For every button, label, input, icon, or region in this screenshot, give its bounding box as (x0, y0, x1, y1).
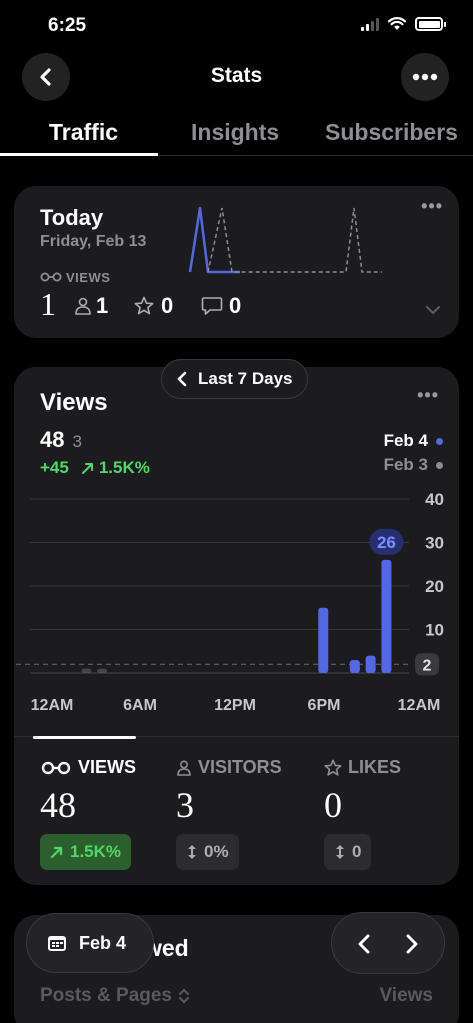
date-range-button[interactable]: Last 7 Days (161, 359, 308, 399)
chart-bar (318, 607, 329, 673)
metric-views[interactable]: VIEWS 48 1.5K% (40, 757, 136, 870)
wifi-icon (388, 17, 406, 30)
today-likes-value: 0 (161, 293, 174, 318)
chart-bar (349, 659, 360, 673)
up-down-arrows-icon (188, 845, 196, 859)
views-icon (41, 761, 71, 774)
views-change: +45 1.5K% (40, 458, 150, 478)
metric-views-badge: 1.5K% (40, 834, 132, 870)
period-navigator (331, 912, 445, 974)
today-visitors-value: 1 (96, 293, 109, 318)
legend-current: Feb 4 (384, 431, 443, 451)
metric-visitors[interactable]: VISITORS 3 0% (176, 757, 282, 870)
chart-tabs-divider (14, 736, 459, 737)
next-period-button[interactable] (392, 925, 432, 963)
chart-legend: Feb 4 Feb 3 (384, 431, 443, 475)
legend-current-dot (436, 437, 443, 445)
metrics-row: VIEWS 48 1.5K% VISITORS 3 (40, 757, 460, 870)
legend-previous-dot (436, 461, 443, 469)
today-sparkline (188, 206, 382, 274)
chevron-right-icon (406, 934, 418, 954)
person-icon (75, 297, 91, 315)
x-tick-label: 6AM (123, 697, 157, 713)
views-total: 48 (40, 427, 65, 452)
views-chart: 40 30 20 10 2 26 12AM 6AM 12PM 6PM 12AM (16, 490, 444, 713)
today-views-value: 1 (40, 286, 56, 322)
today-more-icon[interactable]: ••• (421, 196, 443, 216)
tab-subscribers[interactable]: Subscribers (325, 119, 458, 145)
views-more-icon[interactable]: ••• (417, 385, 439, 405)
reference-label: 2 (423, 657, 432, 674)
person-icon (177, 759, 191, 776)
metric-visitors-value: 3 (176, 785, 194, 825)
chevron-left-icon (177, 371, 187, 387)
y-tick-label: 20 (425, 577, 444, 596)
reference-badge (415, 653, 439, 676)
today-views-label: VIEWS (66, 270, 111, 285)
back-button[interactable] (22, 53, 70, 101)
active-tab-indicator (0, 153, 158, 156)
tab-traffic[interactable]: Traffic (49, 119, 119, 145)
today-comments-value: 0 (229, 293, 242, 318)
chevron-left-icon (358, 934, 370, 954)
sort-chevrons-icon (179, 989, 189, 1003)
metric-likes-badge: 0 (324, 834, 372, 870)
views-delta-pct: 1.5K% (98, 458, 150, 477)
arrow-up-right-icon (81, 463, 93, 474)
chart-bar (81, 668, 92, 673)
chart-bar (365, 655, 376, 673)
arrow-up-right-icon (50, 846, 63, 859)
y-tick-label: 40 (425, 490, 444, 509)
up-down-arrows-icon (336, 845, 344, 859)
metric-active-indicator (33, 736, 136, 739)
x-tick-label: 12PM (214, 697, 256, 713)
y-tick-label: 30 (425, 534, 444, 553)
date-chip[interactable]: Feb 4 (26, 913, 154, 973)
more-options-button[interactable] (401, 53, 449, 101)
comment-icon (201, 297, 223, 315)
today-title: Today (40, 205, 104, 230)
star-icon (134, 296, 154, 315)
chart-bar (97, 668, 108, 673)
x-tick-label: 12AM (398, 697, 441, 713)
ellipsis-icon (412, 73, 438, 81)
views-title: Views (40, 389, 108, 416)
views-card: Views ••• 48 3 +45 1.5K% Feb 4 Feb 3 40 3… (14, 367, 459, 885)
battery-icon (415, 17, 446, 31)
status-icons (361, 17, 446, 31)
views-previous: 3 (72, 432, 82, 451)
posts-pages-sort[interactable]: Posts & Pages (40, 985, 190, 1007)
tab-bar: Traffic Insights Subscribers (0, 112, 473, 156)
date-chip-label: Feb 4 (79, 932, 127, 953)
metric-views-value: 48 (40, 785, 76, 825)
x-tick-label: 6PM (308, 697, 341, 713)
date-range-label: Last 7 Days (198, 369, 293, 388)
today-card[interactable]: Today Friday, Feb 13 ••• VIEWS 1 1 0 0 (14, 186, 459, 338)
metric-likes[interactable]: LIKES 0 0 (324, 757, 401, 870)
metric-visitors-badge: 0% (176, 834, 239, 870)
chevron-left-icon (40, 68, 51, 86)
highlight-label: 26 (377, 533, 396, 552)
nav-bar: Stats (0, 50, 473, 104)
tab-insights[interactable]: Insights (191, 119, 280, 145)
previous-period-button[interactable] (344, 925, 384, 963)
x-tick-label: 12AM (31, 697, 74, 713)
views-delta: +45 (40, 458, 69, 477)
chevron-down-icon[interactable] (425, 305, 441, 315)
legend-previous: Feb 3 (384, 455, 443, 475)
highlight-badge (369, 528, 404, 555)
y-tick-label: 10 (425, 621, 444, 640)
views-summary: 48 3 (40, 427, 82, 453)
status-bar: 6:25 (0, 0, 473, 50)
metric-likes-value: 0 (324, 785, 342, 825)
today-date: Friday, Feb 13 (40, 233, 147, 250)
views-column-header: Views (379, 985, 433, 1006)
star-icon (324, 759, 342, 776)
page-title: Stats (210, 64, 263, 87)
views-glasses-icon (40, 272, 62, 282)
chart-bar (381, 559, 392, 673)
calendar-icon (48, 936, 66, 951)
cellular-signal-icon (361, 17, 379, 31)
status-time: 6:25 (48, 15, 87, 36)
